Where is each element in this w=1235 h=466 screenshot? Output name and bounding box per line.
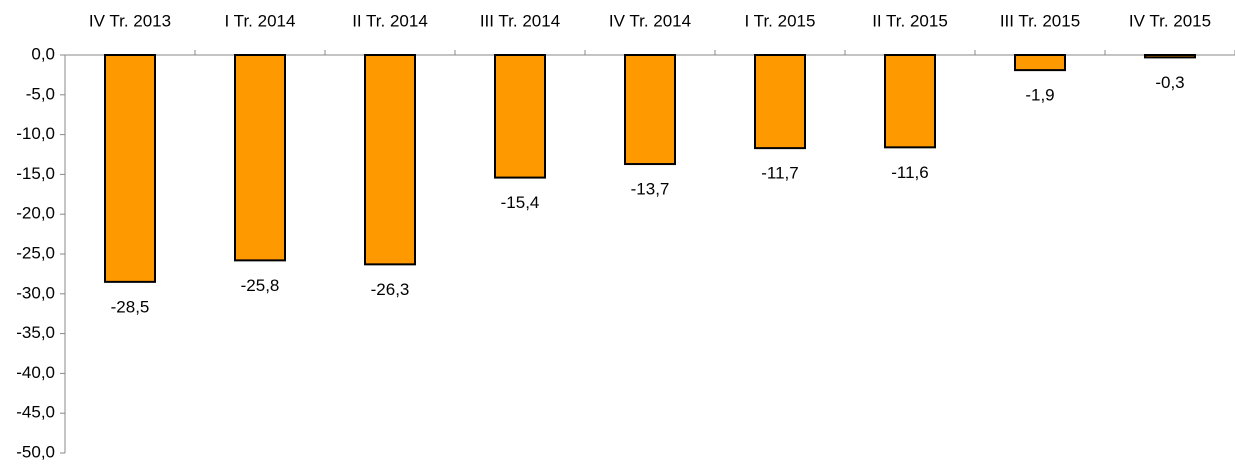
y-tick-label: -15,0 — [16, 164, 55, 183]
bar — [494, 54, 546, 179]
y-tick-label: 0,0 — [31, 44, 55, 63]
x-tick-label: I Tr. 2015 — [745, 11, 816, 30]
bar — [624, 54, 676, 166]
value-label: -25,8 — [241, 276, 280, 295]
bar — [1144, 54, 1196, 59]
x-tick-label: I Tr. 2014 — [225, 11, 296, 30]
bar — [754, 54, 806, 150]
value-label: -11,7 — [761, 164, 799, 183]
y-tick-label: -25,0 — [16, 243, 55, 262]
x-tick-label: IV Tr. 2015 — [1129, 11, 1211, 30]
value-label: -28,5 — [111, 297, 150, 316]
y-tick-label: -5,0 — [26, 84, 55, 103]
value-label: -0,3 — [1155, 73, 1184, 92]
x-tick-label: III Tr. 2014 — [480, 11, 560, 30]
y-tick-label: -45,0 — [16, 403, 55, 422]
x-tick-label: IV Tr. 2013 — [89, 11, 171, 30]
bar — [234, 54, 286, 262]
bar — [1014, 54, 1066, 72]
x-tick-label: IV Tr. 2014 — [609, 11, 691, 30]
value-label: -13,7 — [631, 180, 670, 199]
y-tick-label: -40,0 — [16, 363, 55, 382]
value-label: -26,3 — [371, 280, 410, 299]
y-tick-label: -10,0 — [16, 124, 55, 143]
x-tick-label: III Tr. 2015 — [1000, 11, 1080, 30]
bar — [364, 54, 416, 266]
y-tick-label: -20,0 — [16, 204, 55, 223]
value-label: -11,6 — [891, 163, 929, 182]
x-tick-label: II Tr. 2015 — [872, 11, 948, 30]
value-label: -1,9 — [1025, 86, 1054, 105]
y-tick-label: -30,0 — [16, 283, 55, 302]
x-tick-label: II Tr. 2014 — [352, 11, 428, 30]
y-tick-label: -35,0 — [16, 323, 55, 342]
bar — [104, 54, 156, 283]
y-tick-label: -50,0 — [16, 442, 55, 461]
value-label: -15,4 — [501, 193, 540, 212]
bar — [884, 54, 936, 149]
